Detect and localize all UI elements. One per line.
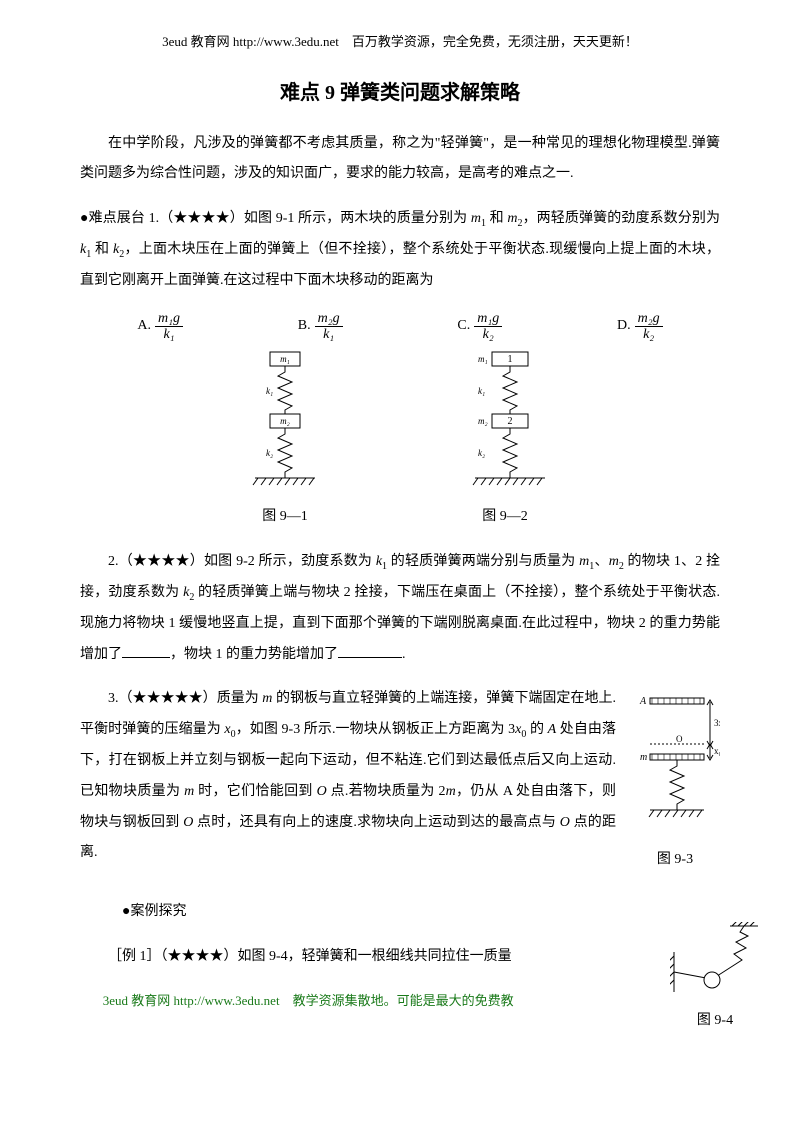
- figure-9-2: m₁ 1 k₁ m₂ 2 k₂ 图 9—2: [450, 350, 560, 533]
- footer-site-name: 3eud 教育网: [103, 993, 171, 1008]
- choice-b: B. m₂gk₁: [298, 311, 343, 343]
- spring-string-diagram: [670, 922, 760, 1002]
- caption-9-2: 图 9—2: [482, 502, 528, 533]
- spring-plate-diagram: A O 3x₀ m x₀: [630, 690, 720, 830]
- site-url: http://www.3edu.net: [233, 34, 339, 49]
- O-label: O: [676, 734, 683, 744]
- q3-text: 3.（★★★★★）质量为 m 的钢板与直立轻弹簧的上端连接，弹簧下端固定在地上.…: [80, 684, 720, 869]
- q2-text: 2.（★★★★）如图 9-2 所示，劲度系数为 k1 的轻质弹簧两端分别与质量为…: [80, 547, 720, 670]
- footer-note: 教学资源集散地。可能是最大的免费教: [293, 993, 514, 1008]
- x0-label: x₀: [714, 746, 720, 756]
- page-title: 难点 9 弹簧类问题求解策略: [80, 71, 720, 115]
- m1-label-2: m₁: [478, 354, 488, 364]
- k1-label: k₁: [266, 386, 273, 396]
- choice-c: C. m₁gk₂: [457, 311, 502, 343]
- caption-9-3: 图 9-3: [630, 845, 720, 876]
- k2-label: k₂: [266, 448, 273, 458]
- k1-label-2: k₁: [478, 386, 485, 396]
- spring-diagram-2: m₁ 1 k₁ m₂ 2 k₂: [450, 350, 560, 500]
- intro-paragraph: 在中学阶段，凡涉及的弹簧都不考虑其质量，称之为"轻弹簧"，是一种常见的理想化物理…: [80, 129, 720, 191]
- box1-label: 1: [508, 354, 513, 365]
- tagline: 百万教学资源，完全免费，无须注册，天天更新！: [352, 34, 638, 49]
- m2-label: m₂: [280, 416, 290, 426]
- q3-block: A O 3x₀ m x₀: [80, 684, 720, 883]
- site-name: 3eud 教育网: [162, 34, 230, 49]
- blank-1: [122, 643, 170, 658]
- caption-9-1: 图 9—1: [262, 502, 308, 533]
- blank-2: [338, 643, 402, 658]
- k2-label-2: k₂: [478, 448, 485, 458]
- page-header: 3eud 教育网 http://www.3edu.net 百万教学资源，完全免费…: [80, 28, 720, 57]
- diagrams-row: m₁ k₁ m₂ k₂ 图 9—1 m₁ 1: [80, 350, 720, 533]
- caption-9-4: 图 9-4: [670, 1009, 760, 1029]
- dist-label: 3x₀: [714, 718, 720, 728]
- choice-a: A. m₁gk₁: [137, 311, 183, 343]
- footer-site-url: http://www.3edu.net: [174, 993, 280, 1008]
- q1-text: ●难点展台 1.（★★★★）如图 9-1 所示，两木块的质量分别为 m1 和 m…: [80, 204, 720, 296]
- example-1-text: ［例 1］（★★★★）如图 9-4，轻弹簧和一根细线共同拉住一质量: [80, 942, 720, 973]
- case-heading: ●案例探究: [80, 897, 720, 928]
- q1-choices: A. m₁gk₁ B. m₂gk₁ C. m₁gk₂ D. m₂gk₂: [80, 311, 720, 343]
- figure-9-4: 图 9-4: [670, 922, 760, 1029]
- figure-9-1: m₁ k₁ m₂ k₂ 图 9—1: [240, 350, 330, 533]
- choice-d: D. m₂gk₂: [617, 311, 663, 343]
- A-label: A: [639, 696, 647, 707]
- m-label: m: [640, 752, 647, 763]
- figure-9-3: A O 3x₀ m x₀: [630, 690, 720, 876]
- box2-label: 2: [508, 416, 513, 427]
- spring-diagram-1: m₁ k₁ m₂ k₂: [240, 350, 330, 500]
- page-footer: 3eud 教育网 http://www.3edu.net 教学资源集散地。可能是…: [80, 987, 720, 1016]
- m2-label-2: m₂: [478, 416, 488, 426]
- m1-label: m₁: [280, 354, 290, 364]
